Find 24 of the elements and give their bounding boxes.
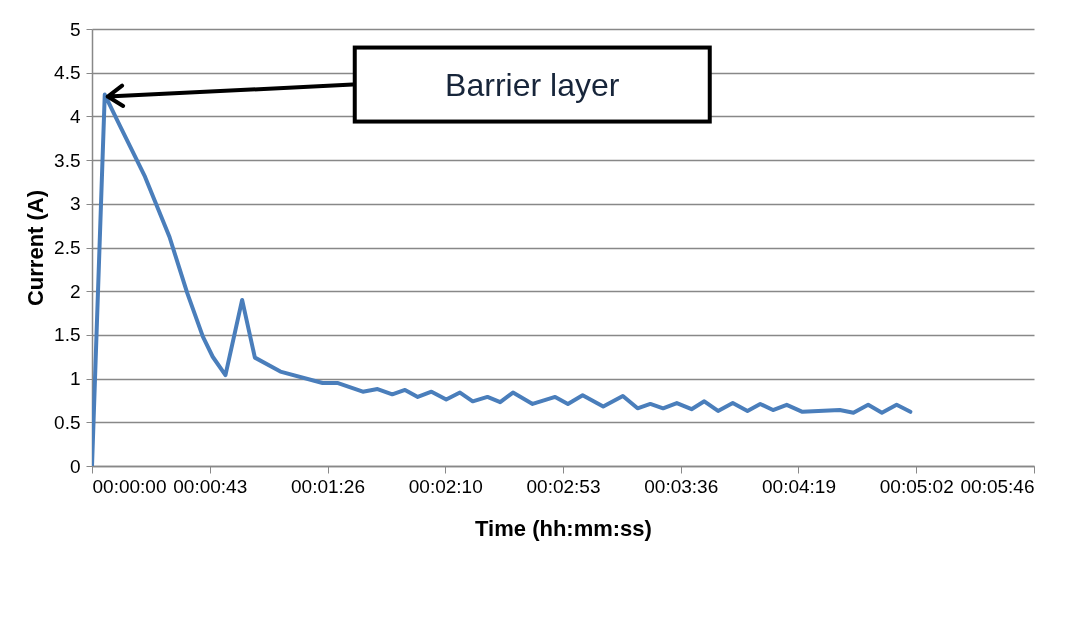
y-tick-label: 0	[69, 455, 81, 477]
x-tick-label: 00:00:00	[92, 475, 167, 497]
x-axis-title: Time (hh:mm:ss)	[475, 515, 652, 541]
x-tick-label: 00:00:43	[173, 475, 248, 497]
y-axis-title: Current (A)	[23, 189, 49, 307]
y-tick-label: 4	[69, 105, 81, 127]
y-tick-label: 2.5	[54, 237, 81, 258]
annotation: Barrier layer	[445, 66, 620, 103]
y-tick-label: 1.5	[54, 324, 81, 346]
y-tick-label: 1	[69, 368, 81, 390]
x-tick-label: 00:04:19	[762, 475, 836, 497]
callout-box: Barrier layer	[352, 45, 712, 124]
x-tick-label: 00:03:36	[644, 475, 719, 497]
x-tick-label: 00:01:26	[291, 475, 365, 497]
x-tick-label: 00:02:53	[526, 475, 601, 497]
x-tick-label: 00:05:46	[960, 475, 1035, 497]
y-tick-label: 3	[69, 193, 81, 215]
x-tick-label: 00:05:02	[879, 475, 954, 497]
y-tick-label: 2	[69, 280, 81, 302]
y-tick-label: 0.5	[54, 411, 81, 433]
x-tick-label: 00:02:10	[408, 475, 483, 497]
y-tick-label: 3.5	[54, 149, 81, 171]
y-tick-label: 4.5	[54, 62, 81, 84]
y-tick-label: 5	[69, 18, 81, 40]
